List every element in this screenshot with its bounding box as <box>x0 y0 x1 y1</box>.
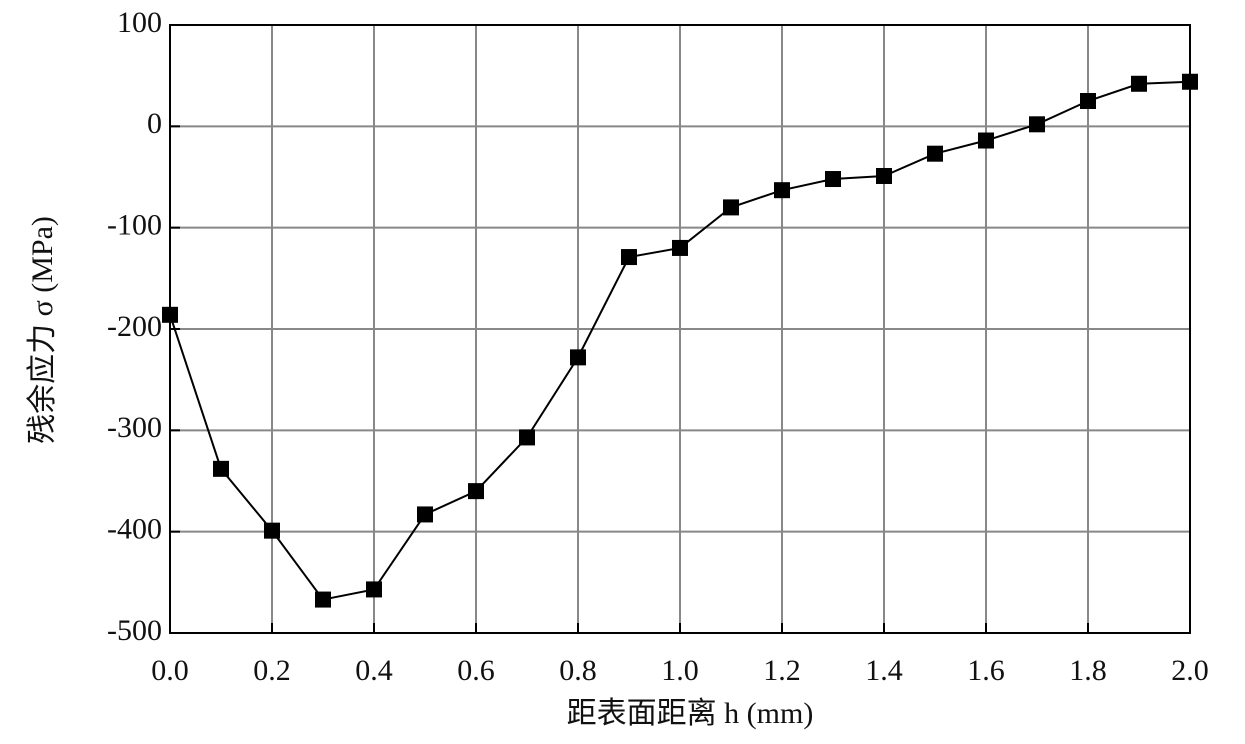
data-point <box>468 483 484 500</box>
y-tick-label: 0 <box>147 107 162 140</box>
data-point <box>315 591 331 608</box>
data-point <box>774 182 790 199</box>
x-tick-label: 0.2 <box>253 654 291 687</box>
data-point <box>417 506 433 523</box>
data-point <box>825 171 841 188</box>
y-axis-label: 残余应力 σ (MPa) <box>26 216 59 444</box>
data-point <box>570 349 586 366</box>
x-tick-label: 1.6 <box>967 654 1005 687</box>
x-tick-label: 2.0 <box>1171 654 1209 687</box>
y-tick-label: 100 <box>117 6 162 39</box>
x-tick-label: 0.6 <box>457 654 495 687</box>
data-point <box>621 249 637 266</box>
data-point <box>264 522 280 539</box>
data-point <box>1182 73 1198 90</box>
data-point <box>927 145 943 162</box>
data-point <box>213 460 229 477</box>
y-tick-label: -400 <box>107 513 162 546</box>
x-tick-label: 0.0 <box>151 654 189 687</box>
x-tick-label: 0.4 <box>355 654 393 687</box>
data-point <box>672 239 688 256</box>
data-point <box>876 167 892 184</box>
plot-frame <box>169 24 1191 634</box>
y-tick-label: -200 <box>107 310 162 343</box>
x-tick-label: 1.8 <box>1069 654 1107 687</box>
x-tick-label: 1.2 <box>763 654 801 687</box>
data-point <box>519 429 535 446</box>
x-tick-label: 1.0 <box>661 654 699 687</box>
data-point <box>366 581 382 598</box>
x-axis-label: 距表面距离 h (mm) <box>567 697 814 730</box>
data-point <box>162 306 178 323</box>
data-point <box>978 132 994 149</box>
data-point <box>1029 116 1045 133</box>
y-tick-label: -500 <box>107 614 162 647</box>
y-tick-label: -300 <box>107 411 162 444</box>
x-tick-label: 0.8 <box>559 654 597 687</box>
y-tick-label: -100 <box>107 209 162 242</box>
data-point <box>1080 93 1096 109</box>
x-tick-label: 1.4 <box>865 654 903 687</box>
data-point <box>723 199 739 216</box>
data-point <box>1131 75 1147 92</box>
